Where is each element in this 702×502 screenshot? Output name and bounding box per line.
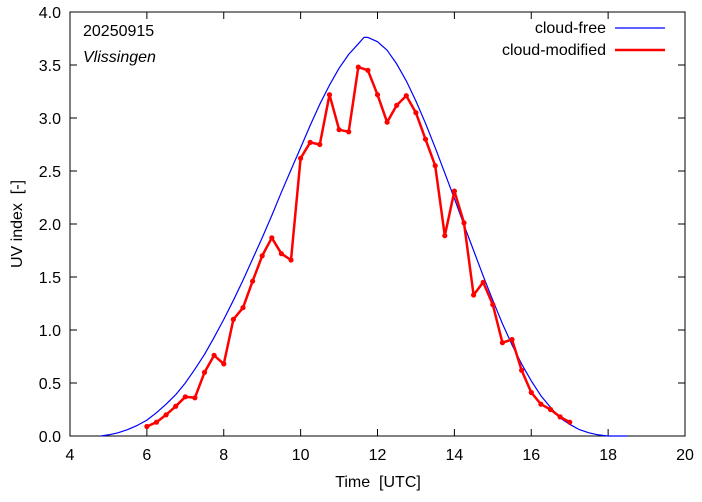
y-axis-label: UV index [-]: [9, 180, 26, 268]
date-annotation: 20250915: [83, 23, 154, 40]
location-annotation: Vlissingen: [83, 49, 156, 66]
data-point-cloud-modified: [567, 419, 573, 425]
data-point-cloud-modified: [259, 253, 265, 259]
data-point-cloud-modified: [288, 257, 294, 263]
y-tick-label: 2.5: [39, 164, 61, 181]
data-point-cloud-modified: [173, 403, 179, 409]
data-point-cloud-modified: [240, 305, 246, 311]
data-point-cloud-modified: [269, 235, 275, 241]
data-point-cloud-modified: [192, 395, 198, 401]
x-tick-label: 16: [522, 447, 540, 464]
plot-frame: [69, 11, 686, 437]
y-tick-label: 4.0: [39, 5, 61, 22]
legend-label-cloud-modified: cloud-modified: [502, 42, 606, 59]
y-tick-label: 0.5: [39, 376, 61, 393]
data-point-cloud-modified: [538, 401, 544, 407]
series-line-cloud-modified: [146, 65, 571, 428]
data-point-cloud-modified: [201, 369, 208, 375]
data-point-cloud-modified: [221, 361, 227, 367]
data-point-cloud-modified: [355, 64, 361, 70]
legend-label-cloud-free: cloud-free: [535, 20, 606, 37]
data-point-cloud-modified: [442, 233, 448, 239]
y-ticks: 0.0 0.5 1.0 1.5 2.0 2.5 3.0 3.5 4.0: [39, 5, 685, 446]
data-point-cloud-modified: [144, 423, 150, 430]
data-point-cloud-modified: [336, 127, 342, 133]
x-tick-label: 6: [142, 447, 151, 464]
x-tick-label: 14: [445, 447, 463, 464]
x-tick-label: 12: [369, 447, 387, 464]
x-tick-label: 10: [292, 447, 310, 464]
data-point-cloud-modified: [422, 136, 429, 142]
data-point-cloud-modified: [509, 336, 515, 343]
data-point-cloud-modified: [374, 92, 381, 98]
data-point-cloud-modified: [490, 302, 496, 308]
data-point-cloud-modified: [413, 110, 419, 116]
data-point-cloud-modified: [547, 406, 554, 413]
data-point-cloud-modified: [211, 352, 217, 358]
legend: cloud-free cloud-modified: [502, 20, 665, 59]
data-point-cloud-modified: [519, 367, 525, 373]
data-point-cloud-modified: [528, 389, 534, 396]
data-point-cloud-modified: [250, 278, 256, 284]
data-point-cloud-modified: [317, 141, 323, 148]
x-tick-label: 20: [676, 447, 694, 464]
series-layer: [100, 36, 628, 437]
data-point-cloud-modified: [365, 67, 371, 73]
data-point-cloud-modified: [471, 292, 477, 298]
x-tick-label: 4: [66, 447, 75, 464]
y-tick-label: 1.0: [39, 323, 61, 340]
x-axis-label: Time [UTC]: [335, 474, 421, 491]
y-tick-label: 2.0: [39, 217, 61, 234]
data-point-cloud-modified: [346, 129, 352, 135]
x-ticks: 4 6 8 10 12 14 16 18 20: [66, 12, 694, 464]
y-tick-label: 3.0: [39, 111, 61, 128]
x-tick-label: 18: [599, 447, 617, 464]
data-point-cloud-modified: [557, 414, 563, 420]
data-point-cloud-modified: [153, 419, 160, 425]
data-point-cloud-modified: [298, 155, 304, 161]
data-point-cloud-modified: [499, 340, 505, 346]
data-point-cloud-modified: [307, 139, 313, 145]
data-point-cloud-modified: [278, 251, 284, 257]
y-tick-label: 3.5: [39, 58, 61, 75]
data-point-cloud-modified: [326, 92, 333, 98]
data-point-cloud-modified: [394, 102, 400, 108]
data-point-cloud-modified: [163, 412, 169, 418]
y-tick-label: 1.5: [39, 270, 61, 287]
x-tick-label: 8: [219, 447, 228, 464]
data-point-cloud-modified: [403, 93, 409, 99]
series-line-cloud-free: [100, 36, 628, 437]
data-point-cloud-modified: [182, 394, 188, 400]
data-point-cloud-modified: [230, 316, 236, 322]
data-point-cloud-modified: [384, 119, 390, 125]
data-point-cloud-modified: [432, 163, 438, 169]
data-point-cloud-modified: [461, 220, 467, 226]
y-tick-label: 0.0: [39, 429, 61, 446]
data-point-cloud-modified: [451, 188, 457, 194]
data-point-cloud-modified: [480, 279, 486, 285]
